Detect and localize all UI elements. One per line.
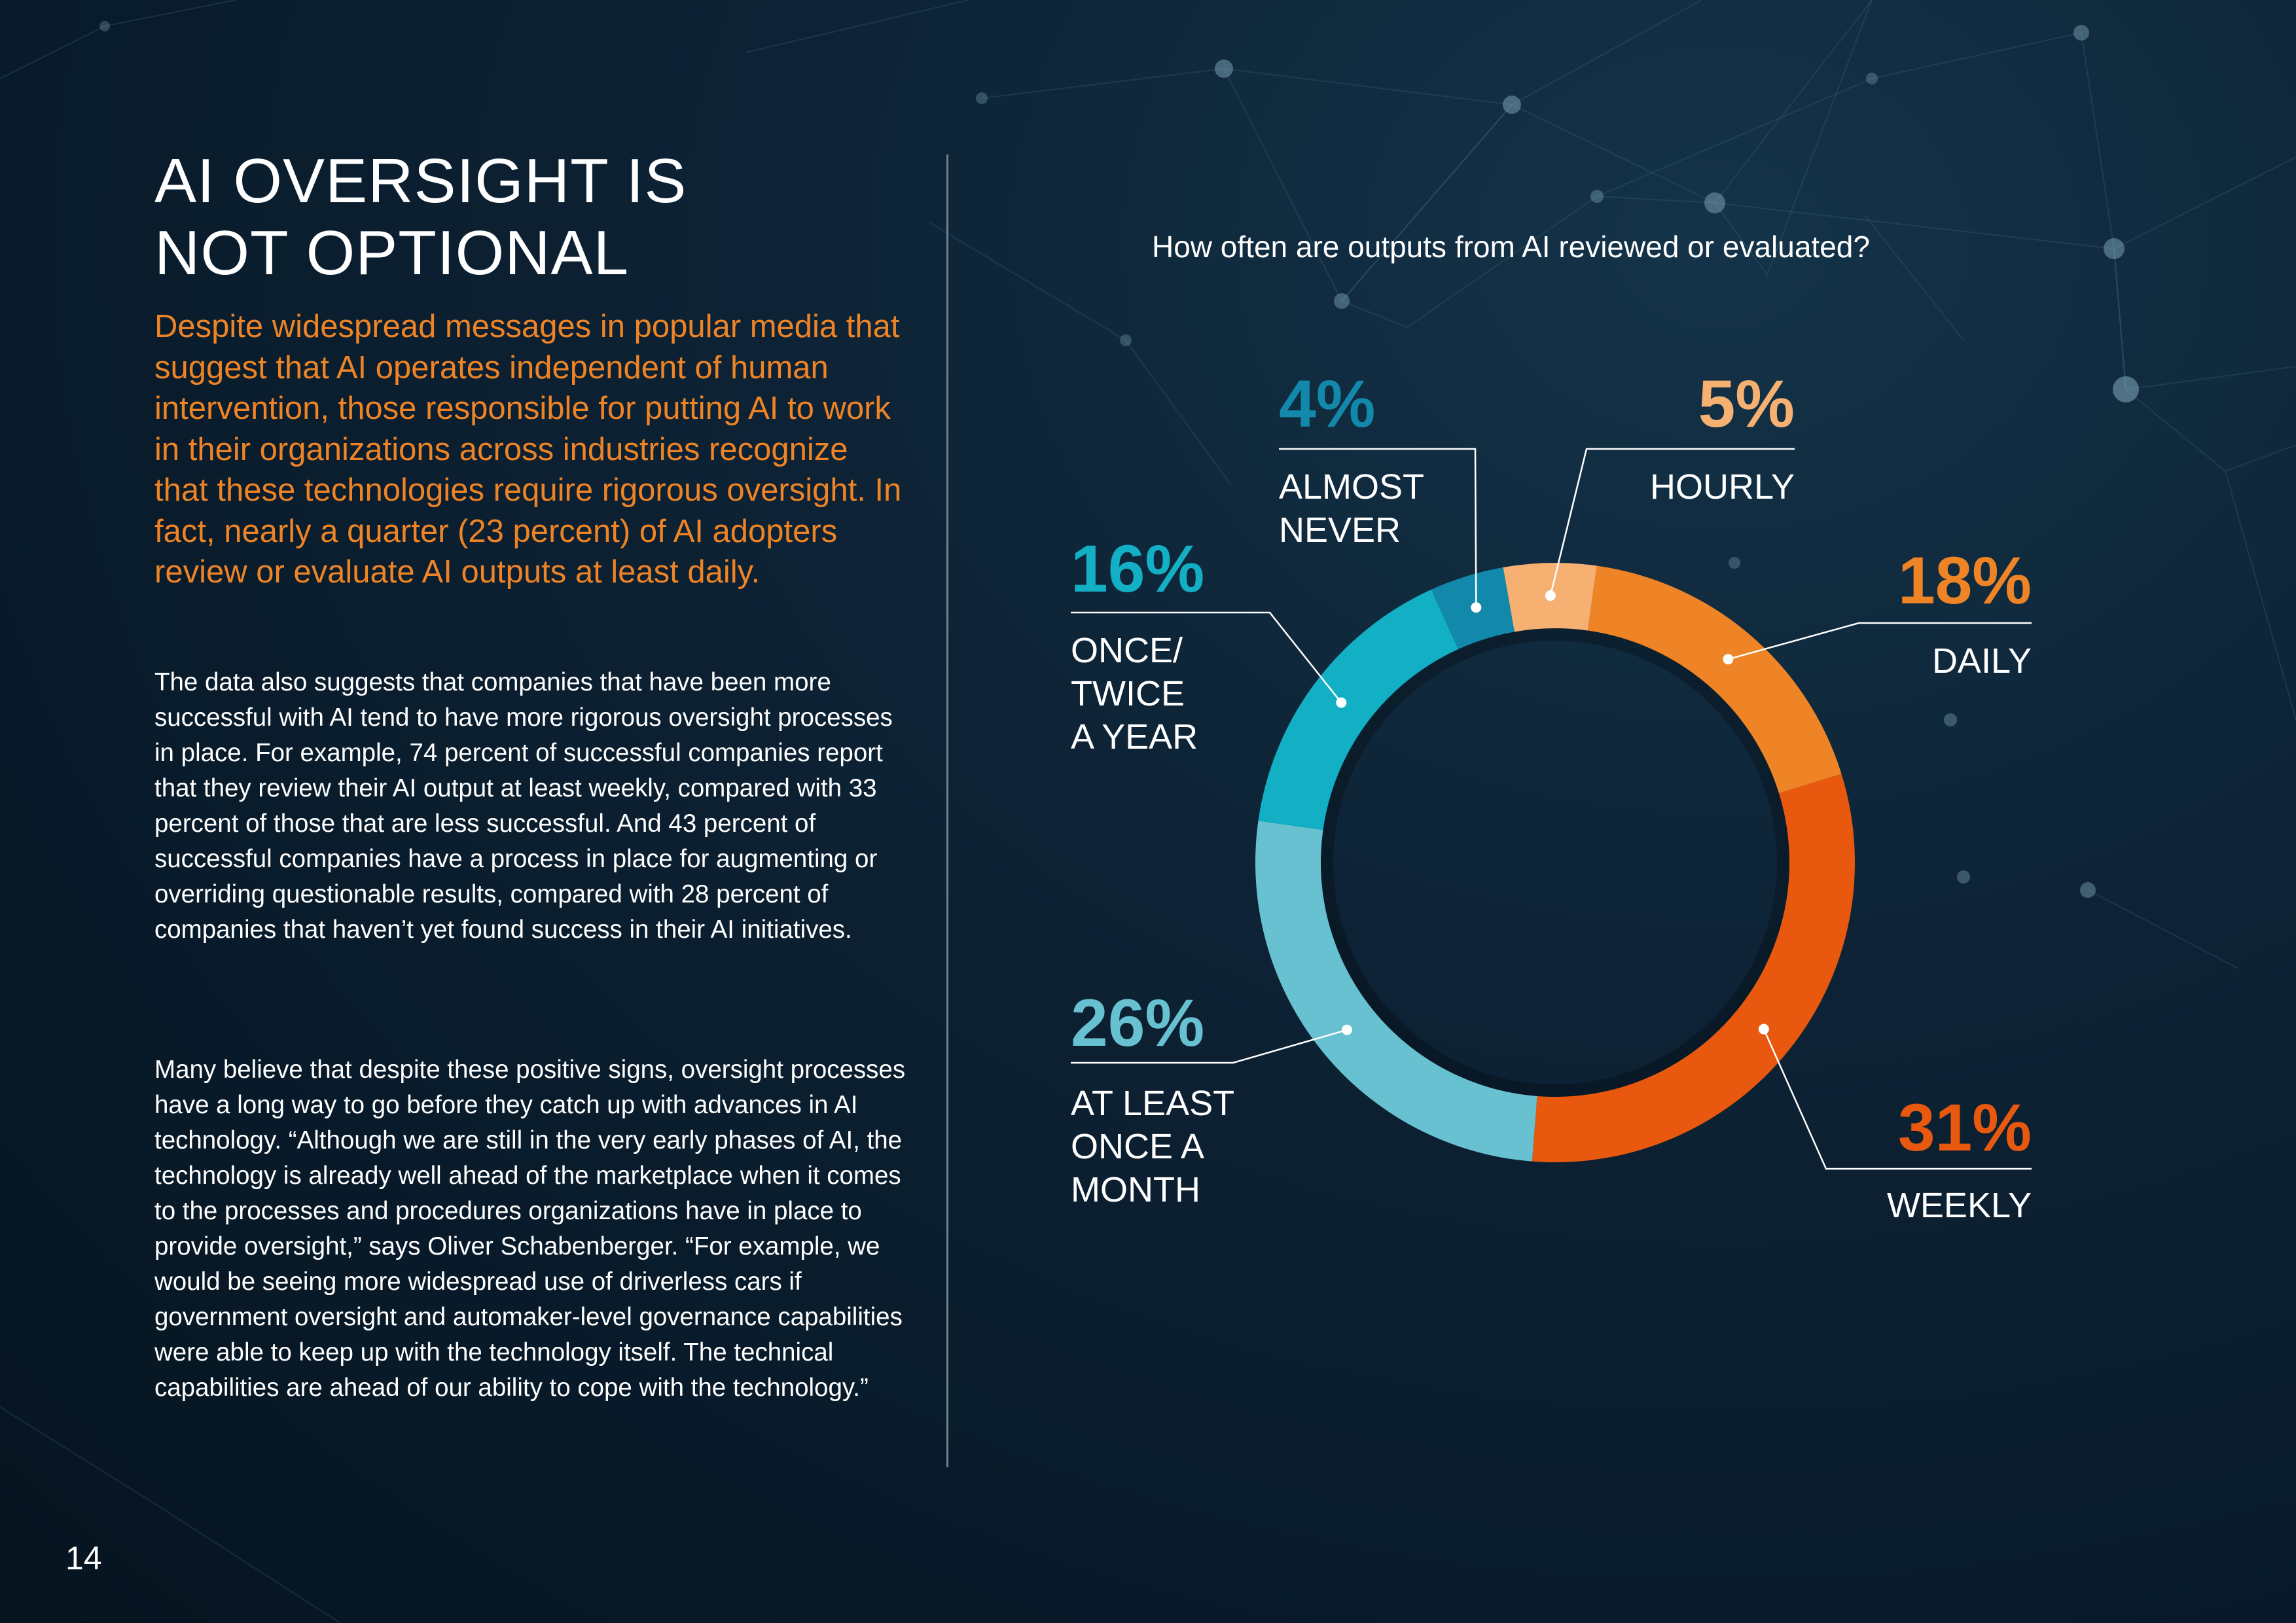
column-divider (946, 154, 948, 1467)
donut-slice-at-least-once-a-month (1255, 821, 1537, 1162)
category-label: HOURLY (1650, 467, 1795, 507)
category-label-line: WEEKLY (1887, 1186, 2032, 1225)
data-label-percent: 26% (1071, 986, 1204, 1060)
page-title-line-2: NOT OPTIONAL (154, 218, 630, 288)
category-label-line: ALMOST (1279, 467, 1424, 507)
category-label-line: A YEAR (1071, 717, 1198, 757)
data-label-percent: 18% (1898, 543, 2032, 618)
category-label: WEEKLY (1887, 1186, 2032, 1225)
callout-line (1763, 1029, 2032, 1170)
data-label-percent: 4% (1279, 366, 1375, 441)
data-label-percent: 31% (1898, 1090, 2032, 1165)
callout-line (1071, 611, 1342, 704)
category-label-line: TWICE (1071, 674, 1185, 713)
category-label-line: ONCE/ (1071, 631, 1183, 670)
category-label: ONCE/TWICE A YEAR (1071, 631, 1198, 757)
data-label-percent: 16% (1071, 531, 1204, 606)
callout-line (1279, 448, 1477, 608)
callout-line (1071, 1029, 1348, 1064)
body-paragraph: Many believe that despite these positive… (154, 1056, 906, 1402)
category-label-line: AT LEAST (1071, 1084, 1234, 1123)
body-paragraph: The data also suggests that companies th… (154, 668, 893, 944)
category-label-line: MONTH (1071, 1170, 1200, 1209)
category-label: DAILY (1932, 641, 2032, 681)
donut-slice-daily (1587, 565, 1842, 794)
page-title: AI OVERSIGHT IS NOT OPTIONAL (154, 145, 940, 289)
category-label-line: ONCE A (1071, 1127, 1204, 1166)
page-number: 14 (65, 1540, 102, 1577)
page-title-line-1: AI OVERSIGHT IS (154, 146, 687, 216)
donut-slice-once-twice-a-year (1258, 589, 1459, 830)
category-label: ALMOST NEVER (1279, 467, 1424, 550)
lead-paragraph: Despite widespread messages in popular m… (154, 309, 902, 590)
data-label-percent: 5% (1698, 366, 1795, 441)
callout-line (1549, 448, 1795, 596)
category-label: AT LEAST ONCE A MONTH (1071, 1084, 1234, 1209)
donut-slice-weekly (1532, 774, 1855, 1162)
category-label-line: NEVER (1279, 510, 1401, 550)
donut-inner-shadow (1319, 626, 1791, 1099)
category-label-line: HOURLY (1650, 467, 1795, 507)
category-label-line: DAILY (1932, 641, 2032, 681)
callout-line (1728, 622, 2032, 660)
chart-title: How often are outputs from AI reviewed o… (1152, 230, 1870, 264)
